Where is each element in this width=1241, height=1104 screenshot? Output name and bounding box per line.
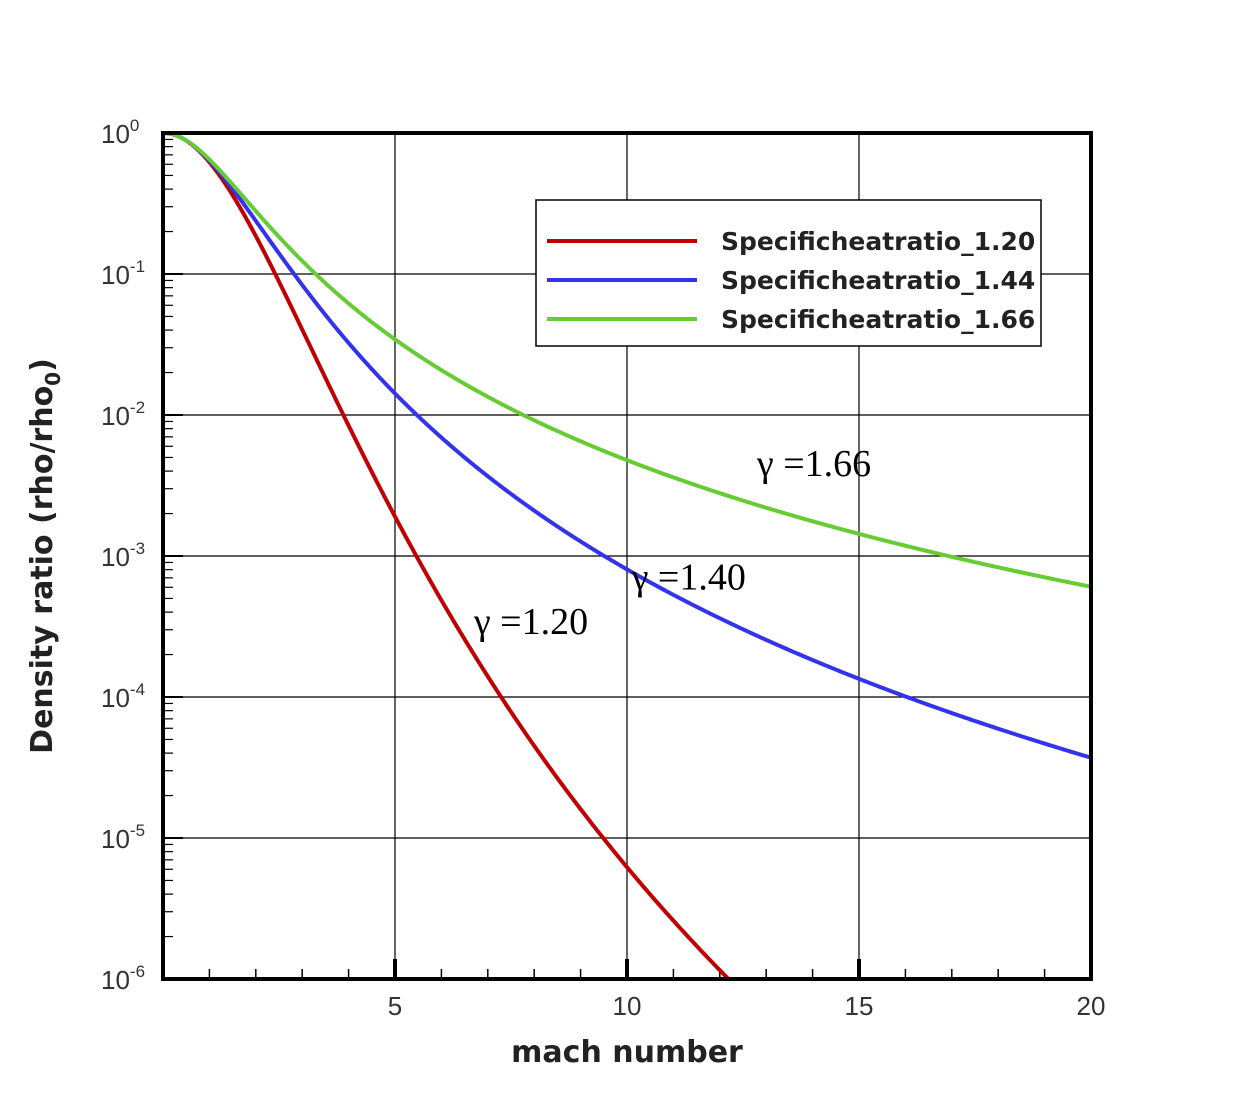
y-tick-label: 10-1 <box>101 257 145 290</box>
y-tick-label: 10-2 <box>101 398 145 431</box>
y-axis-title-end: ) <box>25 358 60 372</box>
x-axis-title: mach number <box>511 1035 743 1070</box>
x-tick-label: 5 <box>388 991 402 1021</box>
y-tick-label: 10-6 <box>101 962 145 995</box>
curve-annotations: γ =1.66 γ =1.40 γ =1.20 <box>473 443 871 643</box>
legend-label: Specificheatratio_1.44 <box>721 266 1035 295</box>
x-tick-labels: 5 10 15 20 <box>388 991 1106 1021</box>
curve-annotation: γ =1.66 <box>756 443 871 485</box>
series-lines <box>163 133 1091 979</box>
curve-annotation: γ =1.40 <box>631 556 746 598</box>
y-tick-label: 10-5 <box>101 821 145 854</box>
legend-label: Specificheatratio_1.66 <box>721 305 1035 334</box>
series-line <box>163 133 1091 760</box>
plot-frame <box>161 131 1093 981</box>
y-axis-title: Density ratio (rho/rho0) <box>25 358 65 754</box>
x-tick-label: 10 <box>613 991 642 1021</box>
series-line <box>163 133 732 979</box>
curve-annotation: γ =1.20 <box>473 601 588 643</box>
y-tick-label: 10-4 <box>101 680 145 713</box>
x-tick-label: 15 <box>845 991 874 1021</box>
y-tick-labels: 100 10-1 10-2 10-3 10-4 10-5 10-6 <box>101 116 145 995</box>
y-tick-label: 100 <box>101 116 139 149</box>
x-tick-label: 20 <box>1077 991 1106 1021</box>
y-tick-label: 10-3 <box>101 539 145 572</box>
legend-label: Specificheatratio_1.20 <box>721 227 1035 256</box>
y-axis-title-main: Density ratio (rho/rho <box>25 386 60 754</box>
legend-box <box>535 199 1042 347</box>
series-line <box>163 133 1091 589</box>
y-axis-title-sub: 0 <box>41 372 65 386</box>
legend: Specificheatratio_1.20 Specificheatratio_… <box>535 199 1042 347</box>
